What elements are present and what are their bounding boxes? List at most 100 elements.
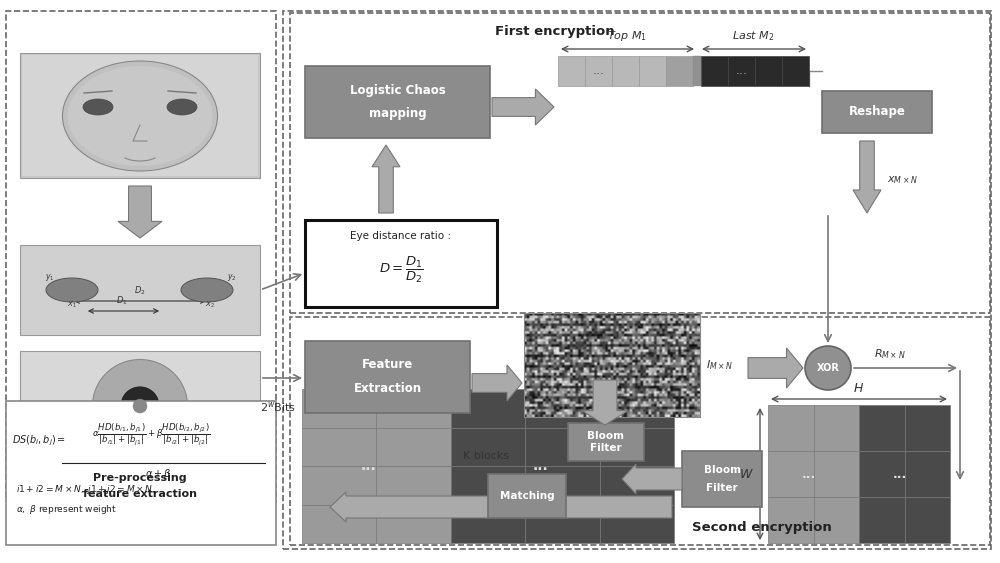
Text: Logistic Chaos: Logistic Chaos <box>350 83 445 96</box>
Bar <box>682 451 762 507</box>
Polygon shape <box>748 348 803 388</box>
Bar <box>701 56 728 86</box>
Bar <box>904 405 950 451</box>
Bar <box>302 389 376 427</box>
Ellipse shape <box>46 278 98 302</box>
Text: $X_2$: $X_2$ <box>205 300 215 310</box>
Bar <box>451 504 525 543</box>
Bar <box>568 423 644 461</box>
Bar <box>376 427 451 466</box>
Bar <box>814 497 859 543</box>
Text: Extraction: Extraction <box>353 382 422 395</box>
Ellipse shape <box>68 66 212 166</box>
Bar <box>290 13 990 313</box>
Bar <box>768 497 814 543</box>
Polygon shape <box>118 186 162 238</box>
Bar <box>283 11 991 549</box>
Bar <box>524 313 700 417</box>
Bar <box>20 245 260 335</box>
FancyArrow shape <box>622 464 682 494</box>
Text: K blocks: K blocks <box>463 451 509 461</box>
Bar <box>525 389 600 427</box>
Bar <box>904 451 950 497</box>
Bar <box>612 56 639 86</box>
Bar <box>639 56 666 86</box>
Text: Eye distance ratio :: Eye distance ratio : <box>351 231 452 241</box>
Ellipse shape <box>83 99 113 115</box>
Bar <box>6 401 276 545</box>
Bar <box>305 220 497 307</box>
Text: feature extraction: feature extraction <box>83 489 197 499</box>
Bar <box>525 466 600 504</box>
Bar <box>376 389 451 427</box>
Bar <box>814 451 859 497</box>
Text: XOR: XOR <box>817 363 839 373</box>
Text: $DS(b_i,b_j) =$: $DS(b_i,b_j) =$ <box>12 434 66 448</box>
Bar <box>666 56 693 86</box>
Text: $R_{M\times N}$: $R_{M\times N}$ <box>874 347 906 361</box>
Text: Pre-processing: Pre-processing <box>93 473 187 483</box>
Text: $i1+i2=M\times N,\ j1+j2=M\times N,$: $i1+i2=M\times N,\ j1+j2=M\times N,$ <box>16 482 156 495</box>
Text: ...: ... <box>802 467 816 480</box>
Bar <box>20 53 260 178</box>
Text: $\alpha\dfrac{HD(b_{i1},b_{j1})}{|b_{i1}|+|b_{j1}|}+\beta\dfrac{HD(b_{i2},b_{j2}: $\alpha\dfrac{HD(b_{i1},b_{j1})}{|b_{i1}… <box>92 421 210 446</box>
Bar <box>305 341 470 413</box>
Bar <box>376 466 451 504</box>
Polygon shape <box>582 380 628 425</box>
Text: Bloom: Bloom <box>704 464 741 475</box>
Text: $Top\ M_1$: $Top\ M_1$ <box>607 29 648 43</box>
Text: $I_{M\times N}$: $I_{M\times N}$ <box>706 358 733 372</box>
Text: ...: ... <box>736 65 748 78</box>
Text: $W$: $W$ <box>739 467 754 480</box>
Bar <box>6 11 276 501</box>
Bar <box>585 56 612 86</box>
Bar <box>728 56 755 86</box>
Text: $\alpha + \beta$: $\alpha + \beta$ <box>145 467 171 481</box>
Bar <box>782 56 809 86</box>
Bar <box>525 504 600 543</box>
Text: Second encryption: Second encryption <box>692 521 832 534</box>
Ellipse shape <box>92 360 188 453</box>
Ellipse shape <box>181 278 233 302</box>
Bar <box>693 56 701 86</box>
Text: $y_2$: $y_2$ <box>227 272 237 283</box>
Polygon shape <box>472 365 522 401</box>
Bar <box>600 427 674 466</box>
Bar <box>290 317 990 545</box>
Bar <box>20 351 260 461</box>
Polygon shape <box>853 141 881 213</box>
Text: $\alpha,\ \beta\ \mathrm{represent\ weight}$: $\alpha,\ \beta\ \mathrm{represent\ weig… <box>16 503 117 516</box>
Text: First encryption: First encryption <box>495 25 615 38</box>
Text: Matching: Matching <box>500 491 554 501</box>
Bar <box>525 427 600 466</box>
Polygon shape <box>492 89 554 125</box>
Bar <box>305 66 490 138</box>
Bar <box>376 504 451 543</box>
Text: ...: ... <box>893 467 907 480</box>
Polygon shape <box>372 145 400 213</box>
Ellipse shape <box>805 346 851 390</box>
Text: $X_1$: $X_1$ <box>67 300 77 310</box>
Bar <box>302 466 376 504</box>
Text: mapping: mapping <box>369 108 426 120</box>
Bar <box>451 427 525 466</box>
Text: $x_{M\times N}$: $x_{M\times N}$ <box>887 174 918 186</box>
Bar <box>600 504 674 543</box>
Text: Filter: Filter <box>706 483 738 493</box>
Bar <box>600 466 674 504</box>
Bar <box>904 497 950 543</box>
Ellipse shape <box>121 387 159 425</box>
Bar <box>600 389 674 427</box>
Bar <box>451 466 525 504</box>
Text: $H$: $H$ <box>853 382 865 395</box>
Bar <box>822 91 932 133</box>
Text: ...: ... <box>361 459 377 473</box>
Text: Feature: Feature <box>362 359 413 372</box>
Text: Filter: Filter <box>590 443 622 453</box>
Text: $y_1$: $y_1$ <box>45 272 55 283</box>
Text: $D=\dfrac{D_1}{D_2}$: $D=\dfrac{D_1}{D_2}$ <box>379 255 423 285</box>
Text: ...: ... <box>532 459 548 473</box>
Text: $2^w$Bits: $2^w$Bits <box>260 400 296 414</box>
Text: Bloom: Bloom <box>588 431 624 441</box>
Bar <box>859 405 904 451</box>
